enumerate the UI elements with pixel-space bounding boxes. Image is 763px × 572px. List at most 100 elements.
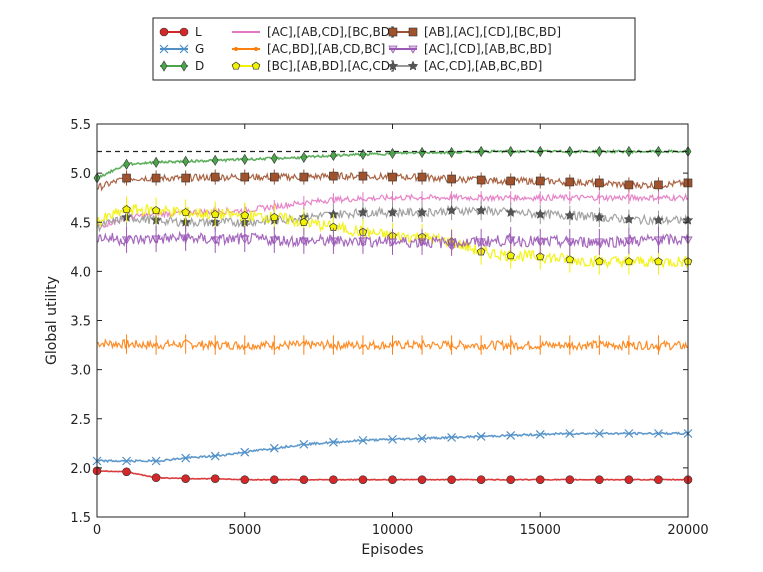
data-point: [593, 211, 605, 222]
marker-stroke: [594, 429, 604, 438]
data-point: [417, 433, 427, 443]
data-point: [299, 172, 309, 182]
data-point: [535, 238, 545, 247]
marker-stroke: [122, 456, 131, 466]
legend: LGD [AC],[AB,CD],[BC,BD] [AC,BD],[AB,CD,BC…: [152, 17, 636, 81]
legend-label: [AC,CD],[AB,BC,BD]: [424, 59, 542, 73]
legend-entry-5: [BC],[AB,BD],[AC,CD]: [231, 59, 395, 73]
data-point: [596, 145, 603, 158]
marker-stroke: [179, 44, 189, 54]
data-point: [210, 172, 220, 182]
data-point: [506, 431, 516, 440]
data-point: [506, 236, 516, 245]
data-point: [123, 158, 130, 170]
marker-stroke: [181, 453, 191, 463]
data-point: [240, 210, 250, 219]
legend-label: [AB],[AC],[CD],[BC,BD]: [424, 25, 561, 39]
data-point: [624, 257, 634, 266]
marker-stroke: [151, 456, 161, 466]
marker-stroke: [388, 434, 397, 444]
x-tick-label: 0: [93, 523, 101, 538]
series-7: [96, 225, 693, 256]
data-point: [624, 429, 634, 438]
data-point: [330, 149, 337, 162]
plot-area: [92, 145, 694, 484]
y-tick-label: 1.5: [70, 511, 91, 526]
y-tick-label: 2.0: [70, 462, 91, 477]
data-point: [565, 255, 575, 264]
data-point: [564, 209, 576, 220]
data-point: [507, 145, 515, 158]
data-point: [653, 236, 664, 245]
data-point: [122, 456, 131, 466]
y-tick-label: 3.0: [70, 364, 91, 379]
data-point: [447, 432, 457, 442]
marker-stroke: [447, 432, 457, 442]
data-point: [299, 439, 309, 449]
data-point: [565, 475, 575, 484]
data-point: [654, 257, 663, 266]
data-point: [387, 206, 398, 218]
data-point: [269, 475, 279, 484]
legend-marker: [179, 44, 189, 54]
data-point: [475, 204, 487, 216]
series-8: [96, 200, 694, 233]
data-point: [476, 432, 486, 441]
data-point: [240, 475, 250, 484]
data-point: [506, 475, 516, 484]
marker-stroke: [299, 439, 309, 449]
data-point: [211, 154, 219, 166]
legend-marker: [160, 60, 168, 72]
data-point: [329, 475, 338, 484]
data-point: [181, 474, 190, 483]
data-point: [269, 443, 279, 453]
y-tick-label: 4.0: [70, 265, 91, 280]
data-point: [476, 475, 486, 484]
data-point: [417, 238, 427, 247]
series-6: [96, 168, 693, 193]
data-point: [653, 214, 664, 225]
data-point: [328, 237, 339, 246]
data-point: [240, 447, 250, 457]
legend-entry-1: G: [159, 42, 204, 56]
data-point: [210, 451, 220, 461]
legend-marker: [254, 47, 258, 51]
data-point: [594, 238, 605, 247]
data-point: [240, 172, 250, 182]
x-tick-label: 10000: [372, 523, 413, 538]
legend-marker: [407, 60, 419, 71]
data-point: [270, 152, 278, 164]
data-point: [446, 204, 458, 216]
data-point: [417, 172, 427, 182]
data-point: [329, 171, 338, 181]
data-point: [122, 173, 131, 183]
marker-stroke: [476, 432, 486, 441]
legend-marker: [408, 27, 418, 37]
legend-label: G: [195, 42, 204, 56]
marker-stroke: [328, 437, 338, 447]
legend-label: L: [195, 25, 202, 39]
data-point: [269, 236, 279, 245]
data-point: [624, 180, 634, 190]
data-point: [506, 251, 515, 260]
data-point: [624, 237, 634, 246]
legend-marker: [234, 47, 238, 51]
x-axis-label: Episodes: [361, 542, 423, 558]
data-point: [151, 473, 161, 483]
y-tick-label: 4.5: [70, 216, 91, 231]
data-point: [476, 238, 486, 247]
data-point: [182, 155, 189, 167]
series-0: [92, 466, 693, 484]
data-point: [534, 208, 546, 219]
data-point: [151, 235, 161, 244]
data-point: [357, 206, 369, 218]
data-point: [595, 257, 604, 266]
data-point: [122, 205, 131, 214]
data-point: [535, 475, 545, 484]
y-axis-label: Global utility: [44, 276, 60, 365]
legend-label: D: [195, 59, 204, 73]
data-point: [270, 212, 279, 221]
data-point: [416, 206, 428, 218]
data-point: [300, 151, 308, 163]
y-tick-label: 5.5: [70, 118, 91, 133]
